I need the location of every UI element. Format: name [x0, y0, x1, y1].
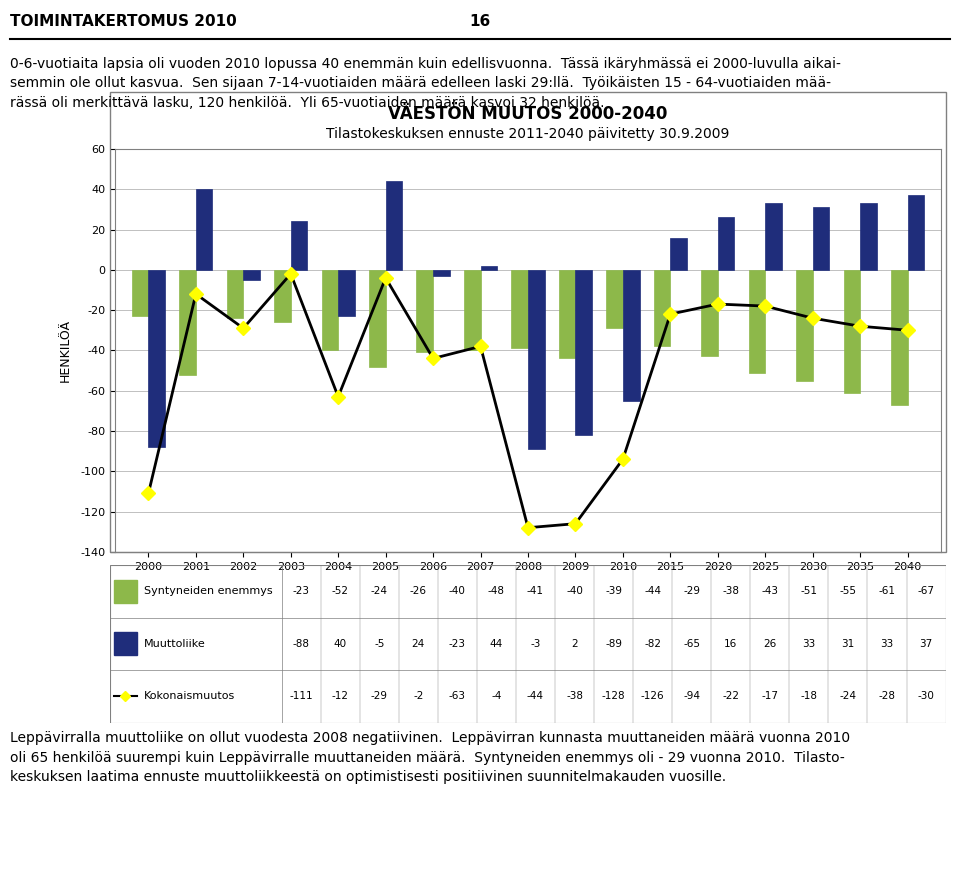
Text: VÄESTÖN MUUTOS 2000-2040: VÄESTÖN MUUTOS 2000-2040: [388, 105, 668, 123]
Bar: [559, 270, 575, 358]
Bar: [891, 270, 907, 405]
Bar: [512, 270, 528, 349]
Text: Kokonaismuutos: Kokonaismuutos: [144, 691, 235, 702]
Bar: [369, 270, 386, 366]
Bar: [654, 270, 670, 346]
Text: 33: 33: [803, 639, 816, 649]
Text: 2: 2: [571, 639, 578, 649]
Text: -43: -43: [761, 586, 779, 597]
Bar: [196, 189, 212, 270]
Text: Tilastokeskuksen ennuste 2011-2040 päivitetty 30.9.2009: Tilastokeskuksen ennuste 2011-2040 päivi…: [326, 127, 730, 141]
Text: -28: -28: [878, 691, 896, 702]
Bar: [464, 270, 481, 350]
Bar: [718, 217, 734, 270]
Bar: [813, 208, 829, 270]
Text: -67: -67: [918, 586, 935, 597]
Text: -82: -82: [644, 639, 661, 649]
Text: -5: -5: [374, 639, 384, 649]
Text: TOIMINTAKERTOMUS 2010: TOIMINTAKERTOMUS 2010: [10, 14, 236, 30]
Text: -30: -30: [918, 691, 934, 702]
Text: -22: -22: [722, 691, 739, 702]
Text: -44: -44: [644, 586, 661, 597]
Text: -23: -23: [293, 586, 310, 597]
Bar: [481, 265, 497, 270]
Bar: [149, 270, 165, 447]
Bar: [528, 270, 544, 449]
Text: 37: 37: [920, 639, 933, 649]
Bar: [701, 270, 718, 357]
Text: Leppävirralla muuttoliike on ollut vuodesta 2008 negatiivinen.  Leppävirran kunn: Leppävirralla muuttoliike on ollut vuode…: [10, 731, 850, 785]
Text: -12: -12: [332, 691, 348, 702]
Text: -44: -44: [527, 691, 544, 702]
Bar: [796, 270, 813, 380]
Bar: [623, 270, 639, 401]
Text: 33: 33: [880, 639, 894, 649]
Text: -40: -40: [566, 586, 583, 597]
Text: 31: 31: [841, 639, 854, 649]
Bar: [243, 270, 260, 280]
Text: -126: -126: [641, 691, 664, 702]
Text: -29: -29: [684, 586, 700, 597]
Text: -2: -2: [413, 691, 423, 702]
Text: -24: -24: [839, 691, 856, 702]
Text: -48: -48: [488, 586, 505, 597]
Text: -89: -89: [605, 639, 622, 649]
Bar: [607, 270, 623, 328]
Text: -38: -38: [566, 691, 583, 702]
Text: -88: -88: [293, 639, 310, 649]
Bar: [575, 270, 592, 435]
Bar: [291, 222, 307, 270]
Text: -63: -63: [449, 691, 466, 702]
Text: -39: -39: [605, 586, 622, 597]
Text: -65: -65: [684, 639, 700, 649]
Bar: [275, 270, 291, 322]
Text: -128: -128: [602, 691, 625, 702]
Text: -3: -3: [530, 639, 540, 649]
Bar: [113, 580, 137, 603]
Text: 16: 16: [724, 639, 737, 649]
Bar: [180, 270, 196, 375]
Bar: [907, 195, 924, 270]
Text: -23: -23: [449, 639, 466, 649]
Text: Muuttoliike: Muuttoliike: [144, 639, 205, 649]
Bar: [765, 203, 781, 270]
Text: -24: -24: [371, 586, 388, 597]
Text: Syntyneiden enemmys: Syntyneiden enemmys: [144, 586, 273, 597]
Text: -41: -41: [527, 586, 544, 597]
Text: -51: -51: [801, 586, 817, 597]
Text: 0-6-vuotiaita lapsia oli vuoden 2010 lopussa 40 enemmän kuin edellisvuonna.  Täs: 0-6-vuotiaita lapsia oli vuoden 2010 lop…: [10, 57, 840, 110]
Text: -29: -29: [371, 691, 388, 702]
Bar: [417, 270, 433, 352]
Bar: [338, 270, 355, 316]
Bar: [844, 270, 860, 392]
Bar: [113, 632, 137, 655]
Text: -17: -17: [761, 691, 779, 702]
Bar: [749, 270, 765, 372]
Text: 16: 16: [469, 14, 491, 30]
Text: 26: 26: [763, 639, 777, 649]
Bar: [386, 181, 402, 270]
Text: -26: -26: [410, 586, 427, 597]
Text: -4: -4: [492, 691, 502, 702]
Y-axis label: HENKILÖÄ: HENKILÖÄ: [59, 319, 72, 382]
Bar: [860, 203, 876, 270]
Text: 24: 24: [412, 639, 425, 649]
Bar: [227, 270, 243, 318]
Text: -38: -38: [722, 586, 739, 597]
Text: -18: -18: [801, 691, 817, 702]
Text: -111: -111: [289, 691, 313, 702]
Bar: [433, 270, 449, 276]
Text: -40: -40: [449, 586, 466, 597]
Bar: [322, 270, 338, 350]
Bar: [132, 270, 149, 316]
Text: -94: -94: [684, 691, 700, 702]
Text: 44: 44: [490, 639, 503, 649]
Bar: [670, 237, 687, 270]
Text: -55: -55: [839, 586, 856, 597]
Text: -52: -52: [332, 586, 348, 597]
Text: -61: -61: [878, 586, 896, 597]
Text: 40: 40: [334, 639, 347, 649]
